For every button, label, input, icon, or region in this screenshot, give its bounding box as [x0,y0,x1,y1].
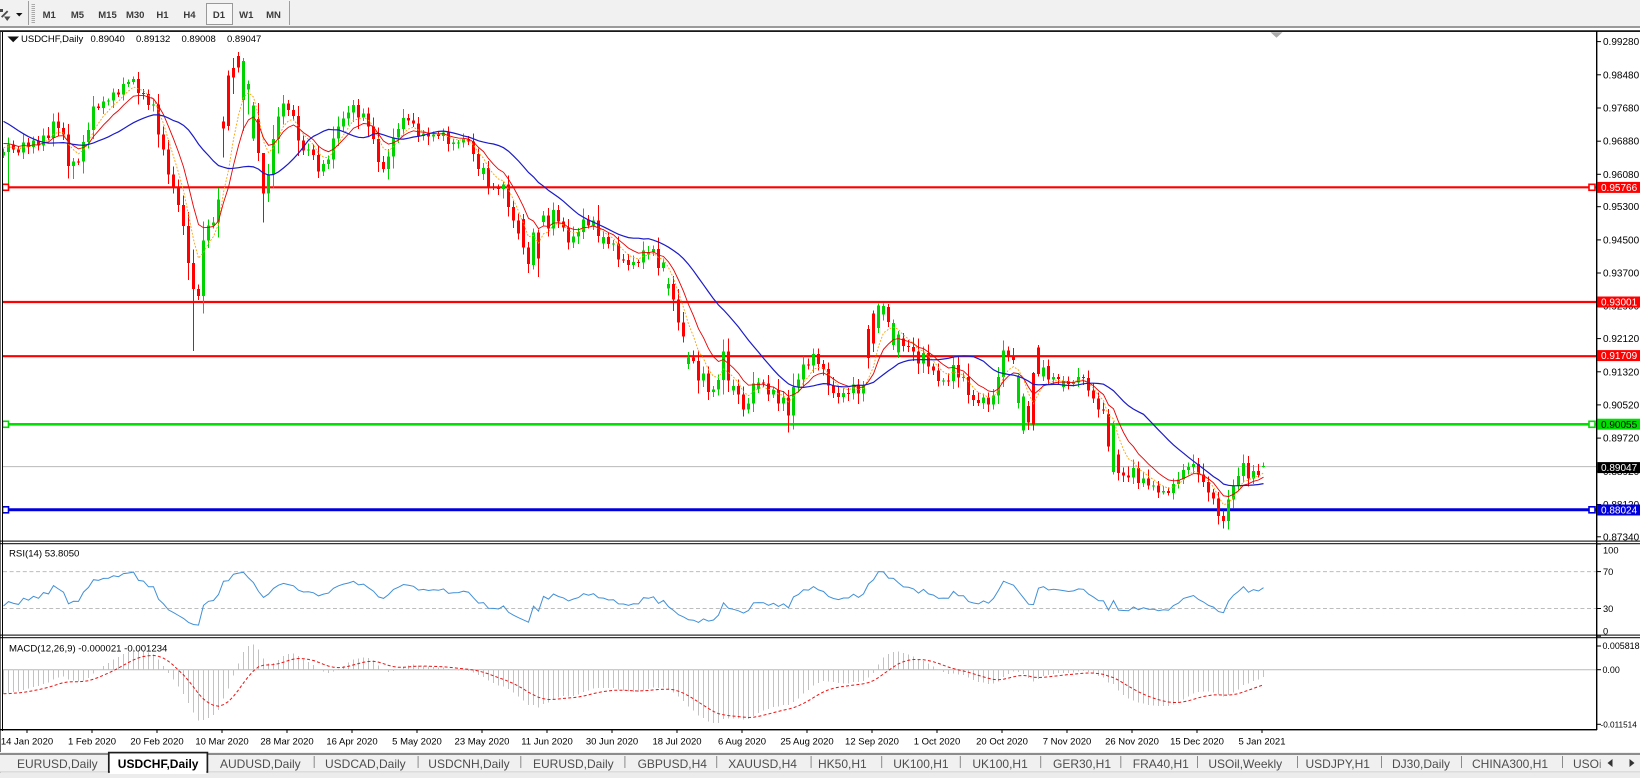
svg-text:USDJPY,H1: USDJPY,H1 [1306,757,1371,771]
svg-text:25 Aug 2020: 25 Aug 2020 [780,737,833,748]
svg-text:H1: H1 [156,10,169,21]
svg-text:12 Sep 2020: 12 Sep 2020 [845,737,899,748]
svg-text:M15: M15 [98,10,117,21]
svg-text:CHINA300,H1: CHINA300,H1 [1472,757,1548,771]
svg-text:0.005818: 0.005818 [1603,641,1640,651]
svg-text:0.89047: 0.89047 [227,34,261,45]
svg-text:70: 70 [1603,567,1613,577]
svg-text:FRA40,H1: FRA40,H1 [1133,757,1189,771]
svg-text:0.92120: 0.92120 [1603,334,1640,345]
svg-text:100: 100 [1603,545,1619,555]
svg-text:USDCHF,Daily: USDCHF,Daily [118,757,199,771]
svg-text:0.89047: 0.89047 [1601,463,1638,474]
svg-text:16 Apr 2020: 16 Apr 2020 [326,737,377,748]
svg-text:UK100,H1: UK100,H1 [972,757,1028,771]
svg-text:M5: M5 [71,10,85,21]
svg-text:23 May 2020: 23 May 2020 [455,737,510,748]
svg-text:0.90520: 0.90520 [1603,400,1640,411]
svg-text:MN: MN [266,10,281,21]
svg-text:USDCNH,Daily: USDCNH,Daily [428,757,509,771]
svg-text:M30: M30 [126,10,144,21]
svg-text:1 Oct 2020: 1 Oct 2020 [914,737,960,748]
svg-text:14 Jan 2020: 14 Jan 2020 [1,737,53,748]
svg-text:0.89720: 0.89720 [1603,434,1640,445]
svg-text:M1: M1 [43,10,57,21]
svg-text:0.96080: 0.96080 [1603,170,1640,181]
svg-text:5 May 2020: 5 May 2020 [392,737,442,748]
svg-text:D1: D1 [213,10,226,21]
svg-text:20 Oct 2020: 20 Oct 2020 [976,737,1028,748]
svg-text:AUDUSD,Daily: AUDUSD,Daily [220,757,301,771]
svg-text:0: 0 [1603,626,1608,636]
svg-text:30 Jun 2020: 30 Jun 2020 [586,737,638,748]
svg-text:USOil,: USOil, [1573,757,1608,771]
svg-text:EURUSD,Daily: EURUSD,Daily [17,757,98,771]
svg-text:1 Feb 2020: 1 Feb 2020 [68,737,116,748]
svg-text:HK50,H1: HK50,H1 [818,757,867,771]
svg-text:11 Jun 2020: 11 Jun 2020 [521,737,573,748]
svg-text:10 Mar 2020: 10 Mar 2020 [195,737,248,748]
svg-text:0.91320: 0.91320 [1603,367,1640,378]
svg-text:0.97680: 0.97680 [1603,104,1640,115]
svg-text:USDCHF,Daily: USDCHF,Daily [21,34,84,45]
svg-text:XAUUSD,H4: XAUUSD,H4 [728,757,797,771]
svg-text:0.93700: 0.93700 [1603,269,1640,280]
svg-text:15 Dec 2020: 15 Dec 2020 [1170,737,1224,748]
svg-text:20 Feb 2020: 20 Feb 2020 [130,737,183,748]
svg-text:MACD(12,26,9) -0.000021 -0.001: MACD(12,26,9) -0.000021 -0.001234 [9,644,168,655]
svg-text:28 Mar 2020: 28 Mar 2020 [260,737,313,748]
svg-text:30: 30 [1603,604,1613,614]
svg-text:0.87340: 0.87340 [1603,532,1640,543]
svg-text:7 Nov 2020: 7 Nov 2020 [1043,737,1092,748]
svg-text:0.98480: 0.98480 [1603,70,1640,81]
svg-text:6 Aug 2020: 6 Aug 2020 [718,737,766,748]
svg-text:DJ30,Daily: DJ30,Daily [1392,757,1450,771]
svg-text:0.00: 0.00 [1603,665,1620,675]
svg-text:0.96880: 0.96880 [1603,137,1640,148]
svg-text:-0.011514: -0.011514 [1601,721,1638,730]
svg-text:USDCAD,Daily: USDCAD,Daily [325,757,406,771]
svg-text:UK100,H1: UK100,H1 [893,757,949,771]
svg-text:0.88024: 0.88024 [1601,506,1638,517]
svg-text:USOil,Weekly: USOil,Weekly [1208,757,1282,771]
svg-text:EURUSD,Daily: EURUSD,Daily [533,757,614,771]
svg-text:0.91709: 0.91709 [1601,351,1638,362]
svg-text:GER30,H1: GER30,H1 [1053,757,1111,771]
svg-text:H4: H4 [183,10,196,21]
svg-text:RSI(14) 53.8050: RSI(14) 53.8050 [9,549,79,560]
svg-text:0.93001: 0.93001 [1601,298,1638,309]
svg-text:GBPUSD,H4: GBPUSD,H4 [638,757,708,771]
svg-text:0.89008: 0.89008 [182,34,216,45]
svg-text:0.94500: 0.94500 [1603,235,1640,246]
svg-text:0.95766: 0.95766 [1601,183,1638,194]
svg-text:0.95300: 0.95300 [1603,202,1640,213]
svg-text:0.89132: 0.89132 [136,34,170,45]
svg-text:0.90055: 0.90055 [1601,420,1638,431]
svg-text:0.89040: 0.89040 [91,34,125,45]
svg-text:5 Jan 2021: 5 Jan 2021 [1238,737,1285,748]
svg-text:18 Jul 2020: 18 Jul 2020 [652,737,701,748]
svg-text:0.99280: 0.99280 [1603,37,1640,48]
svg-text:26 Nov 2020: 26 Nov 2020 [1105,737,1159,748]
svg-text:W1: W1 [239,10,254,21]
